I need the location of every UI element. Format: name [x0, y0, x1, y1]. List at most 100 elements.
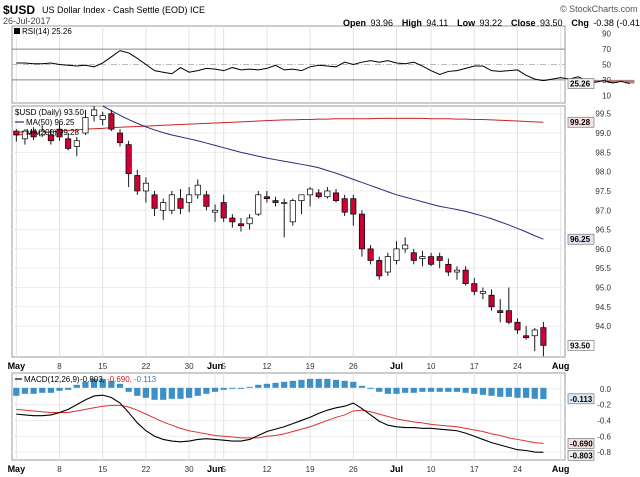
price-x-label-11: 10 — [427, 362, 436, 371]
macd-x-label-11: 10 — [427, 465, 436, 474]
candle-body — [332, 192, 340, 201]
candle-body — [246, 217, 253, 225]
price-current-tag: 93.50 — [570, 341, 591, 350]
macd-y-tick-0: 0.0 — [600, 385, 612, 394]
price-x-label-0: May — [8, 361, 26, 371]
macd-hist-bar — [298, 379, 305, 388]
macd-hist-bar — [445, 387, 452, 392]
macd-hist-bar — [151, 387, 158, 400]
quote-high-label: High — [401, 18, 422, 28]
macd-hist-bar — [21, 387, 29, 394]
candle-body — [307, 188, 314, 196]
ma200-current-tag-box — [567, 116, 595, 128]
macd-hist-bar — [393, 387, 400, 394]
macd-x-label-3: 22 — [141, 465, 150, 474]
price-x-label-2: 15 — [98, 362, 107, 371]
candle-body — [91, 109, 98, 117]
candle-body — [125, 144, 132, 174]
price-x-label-1: 8 — [57, 362, 62, 371]
macd-hist-bar — [142, 387, 150, 398]
macd-hist-bar — [73, 384, 80, 388]
macd-hist-bar — [350, 381, 357, 388]
ma50-legend-label: MA(50) 96.25 — [26, 118, 75, 127]
macd-x-label-4: 30 — [185, 465, 194, 474]
price-panel — [11, 105, 566, 358]
candle-body — [21, 130, 28, 140]
candle-body — [419, 256, 426, 259]
ma50-line — [102, 105, 544, 240]
macd-hist-bar — [427, 387, 435, 392]
quote-chg-label: Chg — [571, 18, 589, 28]
macd-hist-bar — [263, 383, 271, 388]
price-y-tick-10: 99.0 — [595, 129, 611, 138]
candle-body — [82, 117, 89, 134]
macd-x-label-2: 15 — [98, 465, 107, 474]
candle-body — [212, 209, 219, 213]
macd-signal-current-tag-box — [567, 438, 595, 449]
macd-y-tick-4: -0.8 — [597, 448, 611, 457]
ma200-legend-label: MA(200) 99.28 — [26, 128, 79, 137]
macd-hist-bar — [376, 387, 383, 392]
macd-hist-bar — [237, 387, 245, 389]
macd-hist-bar — [497, 387, 504, 397]
price-y-tick-11: 99.5 — [595, 110, 611, 119]
macd-signal-current-tag: -0.690 — [570, 439, 593, 448]
macd-hist-bar — [367, 387, 374, 389]
rsi-current-tag: 25.26 — [570, 80, 591, 89]
macd-hist-bar — [410, 387, 417, 393]
macd-hist-bar — [108, 380, 115, 388]
macd-current-tag: -0.803 — [570, 451, 593, 460]
candle-body — [177, 198, 184, 209]
macd-hist-bar — [281, 381, 288, 388]
macd-hist-bar — [99, 378, 106, 388]
macd-hist-bar — [229, 387, 236, 389]
macd-hist-bar — [358, 385, 366, 388]
macd-hist-bar — [315, 378, 322, 388]
macd-hist-bar — [194, 387, 201, 396]
macd-x-label-9: 26 — [349, 465, 358, 474]
macd-hist-bar — [402, 387, 409, 393]
price-y-tick-6: 97.0 — [595, 206, 611, 215]
macd-hist-bar — [116, 383, 124, 388]
candle-body — [65, 138, 72, 149]
price-x-label-12: 17 — [470, 362, 479, 371]
price-legend-main: $USD (Daily) 93.50 — [15, 108, 84, 117]
macd-hist-current-tag: -0.113 — [570, 395, 593, 404]
quote-high-value: 94.11 — [426, 18, 449, 28]
price-y-tick-9: 98.5 — [595, 148, 611, 157]
price-x-label-6: 5 — [221, 362, 226, 371]
candle-body — [367, 248, 374, 261]
candle-body — [298, 194, 305, 201]
candle-body — [168, 194, 175, 211]
candle-body — [471, 283, 478, 292]
macd-legend-value-hist: -0.113 — [134, 375, 157, 384]
macd-hist-bar — [39, 387, 46, 393]
macd-x-label-6: 5 — [221, 465, 226, 474]
price-y-tick-2: 95.0 — [595, 283, 611, 292]
symbol-description: US Dollar Index - Cash Settle (EOD) ICE — [42, 5, 206, 15]
candle-body — [384, 256, 391, 273]
price-y-tick-4: 96.0 — [595, 245, 611, 254]
quote-chg-value: -0.38 (-0.41%) — [593, 18, 640, 28]
candle-body — [289, 200, 296, 223]
macd-hist-bar — [341, 380, 348, 388]
macd-x-label-8: 19 — [306, 465, 315, 474]
macd-x-label-13: 24 — [513, 465, 522, 474]
candle-body — [540, 327, 547, 346]
quote-close-value: 93.50 — [539, 18, 563, 28]
candle-body — [350, 198, 357, 215]
candle-body — [393, 248, 400, 261]
candle-body — [445, 263, 452, 273]
quote-open-value: 93.96 — [370, 18, 393, 28]
quote-low-label: Low — [457, 18, 476, 28]
candle-body — [116, 132, 124, 144]
price-y-tick-5: 96.5 — [595, 226, 611, 235]
candle-body — [497, 310, 504, 313]
price-x-label-3: 22 — [141, 362, 150, 371]
candle-body — [428, 256, 435, 265]
quote-open-label: Open — [343, 18, 367, 28]
candle-body — [142, 182, 149, 192]
macd-hist-bar — [255, 384, 262, 388]
candle-body — [39, 130, 46, 136]
